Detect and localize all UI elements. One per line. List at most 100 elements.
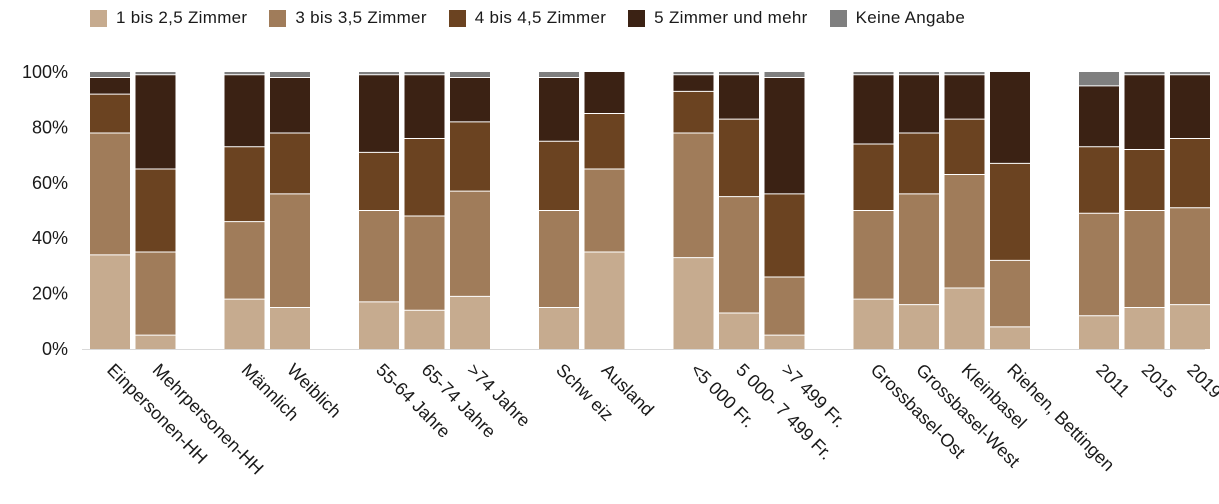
bar-segment: [90, 77, 130, 95]
bar-segment: [853, 210, 894, 300]
bar-segment: [944, 119, 985, 175]
bar-segment: [90, 254, 130, 349]
legend-swatch: [448, 9, 466, 27]
bar-segment: [1124, 72, 1165, 75]
bar-segment: [539, 72, 579, 78]
legend-label: 4 bis 4,5 Zimmer: [474, 8, 607, 27]
bar-segment: [1079, 315, 1119, 349]
bar-segment: [1170, 304, 1210, 349]
bar-segment: [135, 335, 176, 349]
category-label: 2011: [1092, 360, 1134, 402]
legend-swatch: [628, 9, 646, 27]
bar-segment: [719, 196, 759, 313]
bar-segment: [404, 310, 445, 349]
bar-segment: [899, 132, 939, 194]
bar-segment: [764, 72, 805, 78]
bar-segment: [1079, 85, 1119, 147]
bar-segment: [539, 141, 579, 211]
bar-segment: [539, 210, 579, 308]
category-label: 2015: [1138, 360, 1180, 402]
y-tick-label: 0%: [42, 339, 68, 359]
bar-segment: [224, 72, 265, 75]
bar-segment: [359, 301, 399, 349]
bar-segment: [404, 138, 445, 217]
bar-segment: [584, 168, 625, 253]
y-tick-label: 80%: [32, 117, 68, 137]
legend-label: 1 bis 2,5 Zimmer: [116, 8, 248, 27]
bar-segment: [764, 276, 805, 336]
bar-segment: [359, 74, 399, 153]
bar-segment: [1124, 210, 1165, 308]
bar-segment: [673, 91, 714, 133]
bar-segment: [990, 326, 1030, 349]
legend-item: Keine Angabe: [829, 8, 966, 28]
bar-segment: [450, 191, 490, 297]
bar-segment: [450, 121, 490, 192]
bar-segment: [90, 132, 130, 255]
bar-segment: [899, 72, 939, 75]
bar-segment: [990, 260, 1030, 327]
bar-segment: [1124, 74, 1165, 150]
bar-segment: [673, 72, 714, 75]
bar-segment: [270, 72, 310, 78]
bar-segment: [224, 299, 265, 349]
bar-segment: [224, 146, 265, 222]
bar-segment: [764, 193, 805, 277]
bar-segment: [404, 72, 445, 75]
bar-segment: [1079, 146, 1119, 214]
bar-segment: [584, 113, 625, 169]
bar-segment: [270, 307, 310, 349]
y-tick-label: 100%: [22, 62, 68, 82]
bar-segment: [1079, 72, 1119, 86]
bar-segment: [359, 152, 399, 211]
bar-segment: [90, 94, 130, 133]
bar-segment: [135, 252, 176, 336]
bar-segment: [584, 72, 625, 114]
bar-segment: [764, 77, 805, 194]
legend-swatch: [90, 9, 107, 27]
bar-segment: [450, 77, 490, 122]
bar-segment: [359, 210, 399, 302]
bar-segment: [359, 72, 399, 75]
bar-segment: [673, 74, 714, 92]
bar-segment: [404, 216, 445, 311]
bar-segment: [853, 299, 894, 349]
y-tick-label: 20%: [32, 284, 68, 304]
bar-segment: [1124, 149, 1165, 211]
bar-segment: [1079, 213, 1119, 316]
bar-segment: [944, 288, 985, 349]
bar-segment: [673, 257, 714, 349]
bar-segment: [899, 74, 939, 133]
bar-segment: [719, 74, 759, 120]
bar-segment: [539, 307, 579, 349]
bar-segment: [899, 193, 939, 305]
bar-segment: [1170, 138, 1210, 208]
bar-segment: [853, 74, 894, 145]
bar-segment: [1170, 72, 1210, 75]
category-label: 2019: [1183, 360, 1219, 402]
bar-segment: [224, 221, 265, 300]
bar-segment: [719, 72, 759, 75]
chart-legend: 1 bis 2,5 Zimmer 3 bis 3,5 Zimmer 4 bis 4,…: [90, 8, 965, 28]
y-tick-label: 40%: [32, 228, 68, 248]
bar-segment: [270, 193, 310, 308]
bar-segment: [90, 72, 130, 78]
bar-segment: [944, 74, 985, 120]
bar-segment: [450, 72, 490, 78]
bar-segment: [450, 296, 490, 349]
legend-label: Keine Angabe: [855, 8, 966, 27]
bar-segment: [1170, 207, 1210, 305]
legend-swatch: [269, 9, 287, 27]
bar-segment: [135, 74, 176, 169]
legend-item: 1 bis 2,5 Zimmer: [90, 8, 247, 28]
bar-segment: [990, 163, 1030, 261]
bar-segment: [1124, 307, 1165, 349]
bar-segment: [539, 77, 579, 142]
bar-segment: [1170, 74, 1210, 139]
bar-segment: [944, 72, 985, 75]
bar-segment: [853, 144, 894, 211]
bar-segment: [270, 77, 310, 133]
bar-segment: [899, 304, 939, 349]
legend-label: 3 bis 3,5 Zimmer: [295, 8, 427, 27]
